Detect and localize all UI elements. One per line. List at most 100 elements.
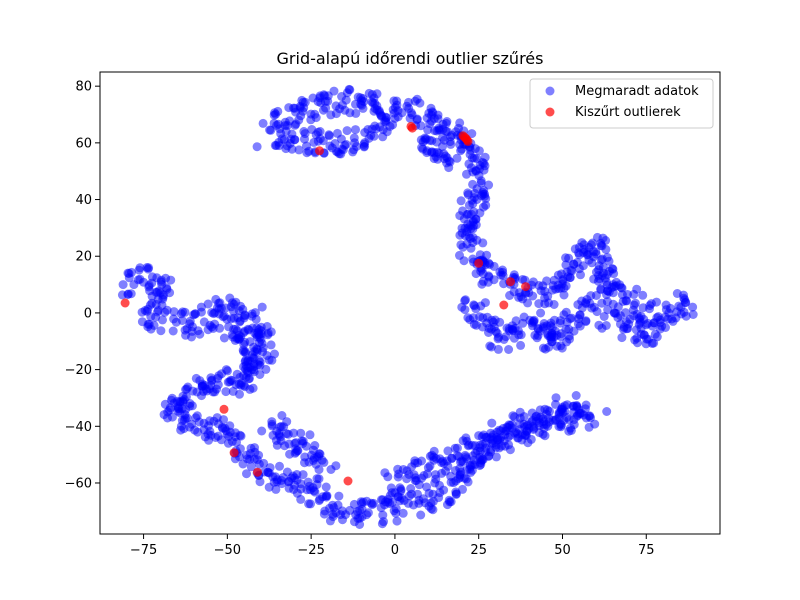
kept-point xyxy=(309,137,319,147)
kept-point xyxy=(351,125,360,135)
kept-point xyxy=(551,393,561,403)
kept-point xyxy=(443,446,453,456)
kept-point xyxy=(397,108,407,118)
kept-point xyxy=(511,316,521,326)
kept-point xyxy=(576,270,585,280)
kept-point xyxy=(416,510,426,520)
kept-point xyxy=(312,474,322,484)
kept-point xyxy=(271,484,281,494)
kept-point xyxy=(254,459,264,469)
x-tick-label: −25 xyxy=(297,543,324,558)
kept-point xyxy=(298,470,308,480)
kept-point xyxy=(476,455,486,465)
kept-point xyxy=(431,474,441,484)
kept-point xyxy=(540,431,550,441)
y-tick-label: −40 xyxy=(65,420,92,435)
kept-point xyxy=(516,330,526,340)
y-tick-label: 0 xyxy=(84,306,92,321)
kept-point xyxy=(193,326,203,336)
kept-point xyxy=(287,129,297,139)
kept-point xyxy=(638,290,648,300)
kept-point xyxy=(458,484,467,494)
kept-point xyxy=(679,307,689,317)
kept-point xyxy=(674,301,684,311)
kept-point xyxy=(331,461,341,471)
kept-point xyxy=(228,386,238,396)
kept-point xyxy=(123,268,133,278)
kept-point xyxy=(663,314,673,324)
kept-point xyxy=(454,123,463,133)
y-tick-label: 20 xyxy=(75,250,92,265)
kept-point xyxy=(489,261,499,271)
kept-point xyxy=(188,386,198,396)
outlier-point xyxy=(506,277,515,287)
kept-point xyxy=(377,519,387,529)
kept-point xyxy=(227,437,237,446)
kept-point xyxy=(611,308,621,318)
kept-point xyxy=(505,430,515,440)
x-tick-label: 75 xyxy=(638,543,655,558)
kept-point xyxy=(300,97,310,107)
kept-point xyxy=(447,453,457,463)
kept-point xyxy=(166,275,176,285)
kept-point xyxy=(349,133,359,143)
kept-point xyxy=(422,482,432,492)
kept-point xyxy=(236,378,246,388)
kept-point xyxy=(275,461,284,471)
kept-point xyxy=(273,106,283,116)
kept-point xyxy=(151,299,161,309)
kept-point xyxy=(521,288,531,298)
kept-point xyxy=(176,425,186,435)
kept-point xyxy=(574,405,584,415)
kept-point xyxy=(452,153,462,163)
kept-point xyxy=(313,97,323,107)
kept-point xyxy=(608,280,618,290)
outlier-point xyxy=(463,136,473,146)
kept-point xyxy=(199,317,209,327)
outlier-point xyxy=(499,300,509,310)
kept-point xyxy=(319,457,329,467)
kept-point xyxy=(329,86,339,96)
kept-point xyxy=(198,381,207,391)
kept-point xyxy=(643,334,653,344)
kept-point xyxy=(265,463,275,473)
kept-point xyxy=(169,307,179,317)
outlier-point xyxy=(120,298,130,308)
kept-point xyxy=(484,451,494,461)
kept-point xyxy=(442,117,452,126)
kept-point xyxy=(395,483,405,493)
kept-point xyxy=(342,126,352,136)
kept-point xyxy=(592,232,602,242)
kept-point xyxy=(172,396,182,406)
kept-point xyxy=(457,223,467,233)
kept-point xyxy=(597,298,607,308)
kept-point xyxy=(314,496,324,506)
outlier-point xyxy=(315,146,324,156)
kept-point xyxy=(279,422,289,432)
kept-point xyxy=(238,459,248,469)
kept-point xyxy=(535,326,545,336)
kept-point xyxy=(471,304,481,314)
kept-point xyxy=(321,103,331,113)
kept-point xyxy=(233,313,243,323)
kept-point xyxy=(597,271,607,281)
kept-point xyxy=(649,318,659,328)
kept-point xyxy=(622,324,632,334)
kept-point xyxy=(310,487,320,497)
kept-point xyxy=(250,447,260,457)
y-axis: −60 −40 −20 0 20 40 60 80 xyxy=(65,80,100,491)
kept-point xyxy=(341,95,351,105)
kept-point xyxy=(322,491,332,501)
kept-point xyxy=(596,285,606,295)
chart-title: Grid-alapú időrendi outlier szűrés xyxy=(277,49,544,68)
kept-point xyxy=(433,154,443,164)
kept-point xyxy=(586,413,595,423)
kept-point xyxy=(196,302,206,312)
kept-point xyxy=(540,286,550,296)
kept-point xyxy=(395,496,405,506)
kept-point xyxy=(355,520,365,529)
kept-point xyxy=(393,464,403,474)
kept-point xyxy=(552,341,562,351)
kept-point xyxy=(464,159,474,169)
kept-point xyxy=(213,431,223,441)
